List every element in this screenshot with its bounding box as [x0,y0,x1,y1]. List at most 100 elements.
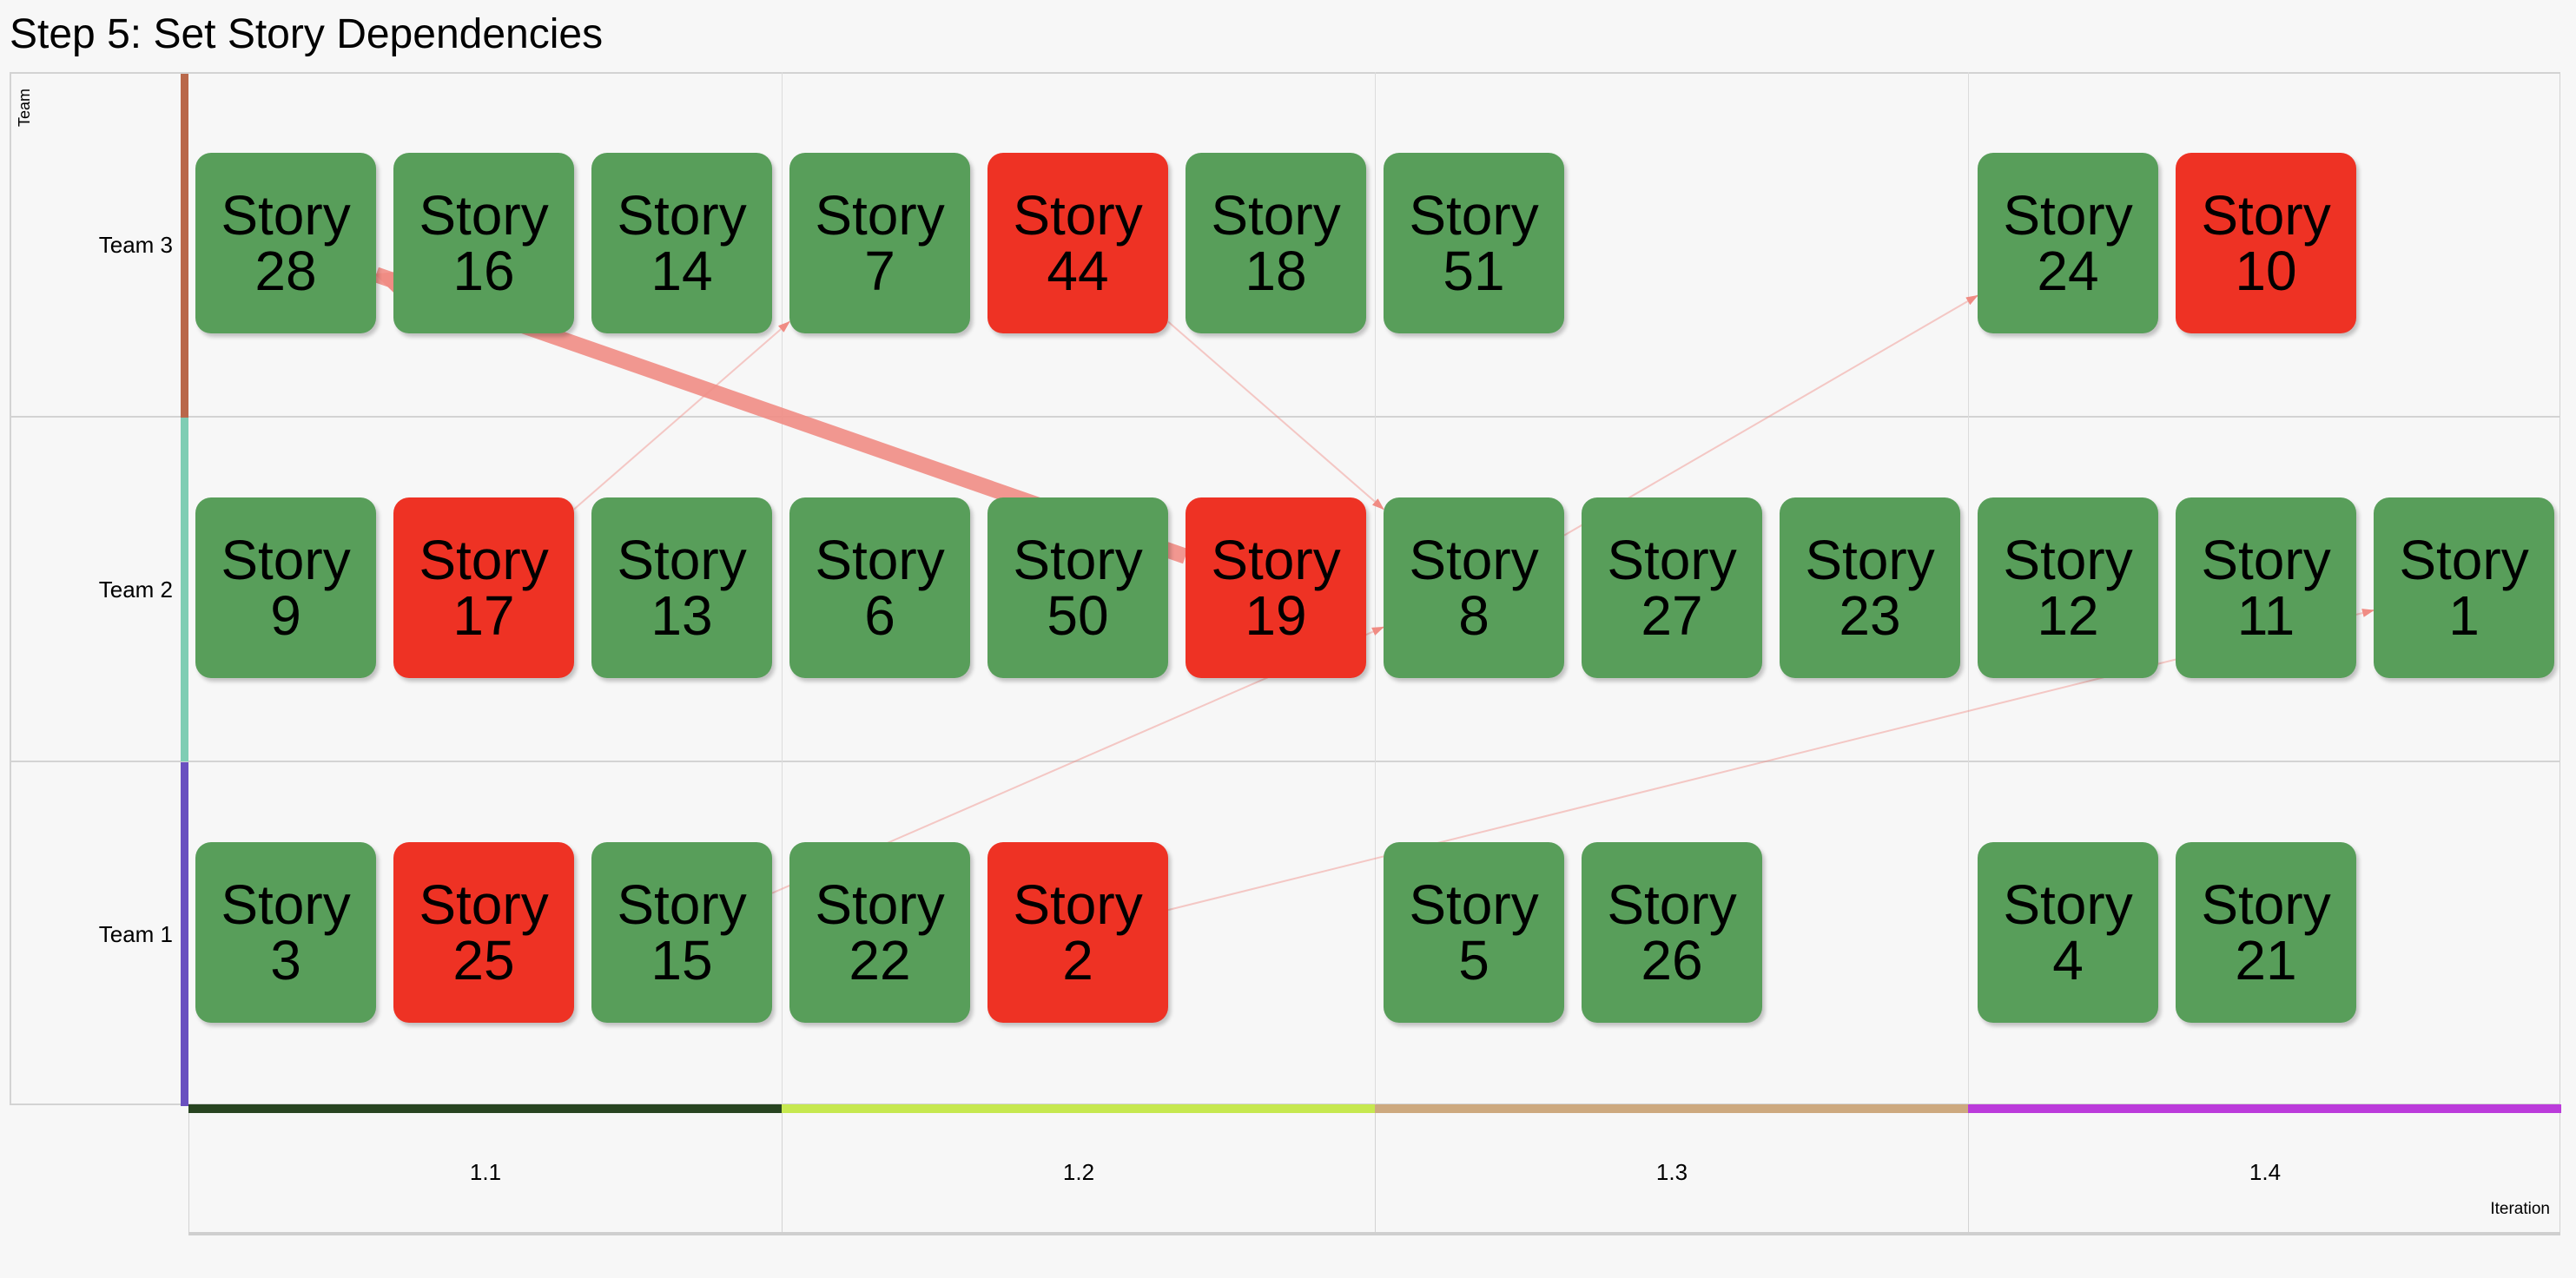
story-card-22[interactable]: Story 22 [789,842,970,1023]
story-number: 13 [651,584,713,647]
story-card-19[interactable]: Story 19 [1186,497,1366,678]
row-divider [10,416,2560,418]
story-word: Story [1805,529,1935,591]
iteration-header-1-4[interactable]: 1.4 [1968,1113,2561,1232]
story-number: 23 [1839,584,1901,647]
story-card-24[interactable]: Story 24 [1978,153,2158,333]
story-word: Story [2201,873,2331,936]
dependency-arrow-8-to-24[interactable] [1563,294,1978,537]
story-number: 9 [270,584,301,647]
story-word: Story [1409,184,1539,247]
column-divider [782,72,783,1106]
story-word: Story [815,873,945,936]
story-word: Story [1607,529,1737,591]
team-color-bar [181,762,188,1106]
story-card-7[interactable]: Story 7 [789,153,970,333]
story-word: Story [419,873,549,936]
iteration-color-bar [1375,1104,1968,1113]
story-card-12[interactable]: Story 12 [1978,497,2158,678]
story-number: 16 [452,240,515,302]
story-card-44[interactable]: Story 44 [987,153,1168,333]
story-word: Story [617,529,747,591]
dependency-arrow-44-to-8[interactable] [1167,320,1384,511]
iteration-color-bar [1968,1104,2561,1113]
story-word: Story [1607,873,1737,936]
iteration-header-1-3[interactable]: 1.3 [1375,1113,1968,1232]
story-number: 1 [2448,584,2480,647]
story-number: 6 [864,584,895,647]
story-number: 28 [254,240,317,302]
story-card-21[interactable]: Story 21 [2176,842,2356,1023]
dependency-arrow-17-to-7[interactable] [573,320,790,511]
story-number: 10 [2235,240,2297,302]
story-number: 22 [849,929,911,991]
story-card-5[interactable]: Story 5 [1384,842,1564,1023]
team-color-bar [181,418,188,761]
story-number: 15 [651,929,713,991]
iteration-label: 1.1 [469,1159,502,1185]
story-card-2[interactable]: Story 2 [987,842,1168,1023]
story-card-15[interactable]: Story 15 [591,842,772,1023]
story-number: 7 [864,240,895,302]
iteration-label: 1.3 [1655,1159,1688,1185]
row-divider [10,761,2560,762]
iteration-header-1-2[interactable]: 1.2 [782,1113,1375,1232]
story-card-28[interactable]: Story 28 [195,153,376,333]
story-card-4[interactable]: Story 4 [1978,842,2158,1023]
story-word: Story [419,529,549,591]
story-word: Story [815,529,945,591]
story-number: 2 [1062,929,1093,991]
team-label: Team 2 [98,576,173,603]
story-card-10[interactable]: Story 10 [2176,153,2356,333]
story-card-27[interactable]: Story 27 [1582,497,1762,678]
story-number: 14 [651,240,713,302]
story-word: Story [2399,529,2529,591]
story-word: Story [2201,529,2331,591]
dependency-arrow-2-to-1[interactable] [1167,609,2375,912]
story-number: 17 [452,584,515,647]
story-card-1[interactable]: Story 1 [2374,497,2554,678]
iteration-axis-edge [2559,1113,2560,1232]
story-card-6[interactable]: Story 6 [789,497,970,678]
story-number: 5 [1458,929,1489,991]
story-number: 4 [2052,929,2084,991]
story-number: 51 [1443,240,1505,302]
story-card-8[interactable]: Story 8 [1384,497,1564,678]
story-card-50[interactable]: Story 50 [987,497,1168,678]
story-card-11[interactable]: Story 11 [2176,497,2356,678]
story-word: Story [221,529,351,591]
story-word: Story [2003,184,2133,247]
column-divider [1375,72,1376,1106]
story-number: 24 [2037,240,2099,302]
column-divider [1968,72,1969,1106]
iteration-axis-border [188,1232,2560,1235]
story-card-25[interactable]: Story 25 [393,842,574,1023]
iteration-label: 1.2 [1062,1159,1095,1185]
story-number: 25 [452,929,515,991]
story-card-3[interactable]: Story 3 [195,842,376,1023]
team-color-bar [181,74,188,418]
story-card-17[interactable]: Story 17 [393,497,574,678]
story-word: Story [1013,873,1143,936]
story-word: Story [221,873,351,936]
story-word: Story [815,184,945,247]
story-card-23[interactable]: Story 23 [1780,497,1960,678]
iteration-header-1-1[interactable]: 1.1 [188,1113,782,1232]
story-card-51[interactable]: Story 51 [1384,153,1564,333]
story-card-9[interactable]: Story 9 [195,497,376,678]
story-number: 8 [1458,584,1489,647]
story-card-18[interactable]: Story 18 [1186,153,1366,333]
story-word: Story [1013,529,1143,591]
story-card-16[interactable]: Story 16 [393,153,574,333]
story-word: Story [2003,529,2133,591]
story-number: 3 [270,929,301,991]
story-word: Story [1409,529,1539,591]
story-card-26[interactable]: Story 26 [1582,842,1762,1023]
story-number: 11 [2236,584,2295,647]
iteration-axis-label: Iteration [2490,1200,2550,1218]
story-number: 44 [1047,240,1109,302]
story-card-13[interactable]: Story 13 [591,497,772,678]
iteration-color-bar [782,1104,1375,1113]
story-card-14[interactable]: Story 14 [591,153,772,333]
story-number: 19 [1245,584,1307,647]
